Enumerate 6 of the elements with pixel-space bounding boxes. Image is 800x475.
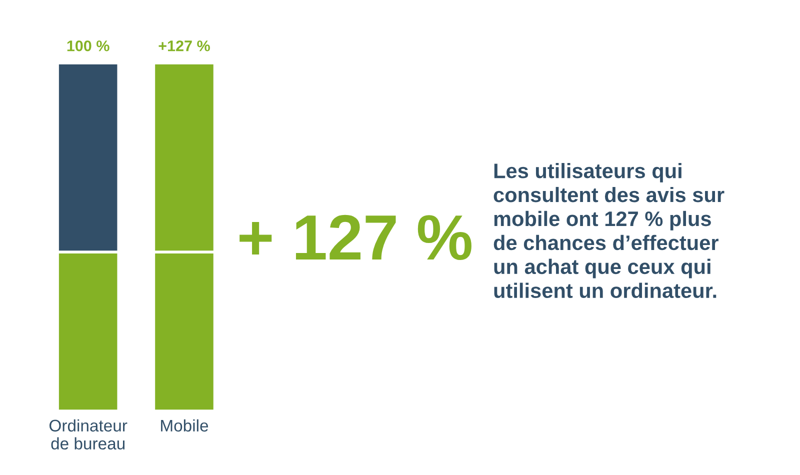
annotation: 100 % xyxy=(67,40,110,52)
x-tick-label: Ordinateur de bureau xyxy=(49,419,128,450)
text: Les utilisateurs qui consultent des avis sur mobile ont 127 % plus de chances d’effectuer un achat que ceux qui utilisent un ordinateur. xyxy=(494,163,724,298)
x-tick-label: Mobile xyxy=(161,419,208,432)
text: + 127 % xyxy=(240,214,472,260)
annotation: +127 % xyxy=(158,40,210,52)
